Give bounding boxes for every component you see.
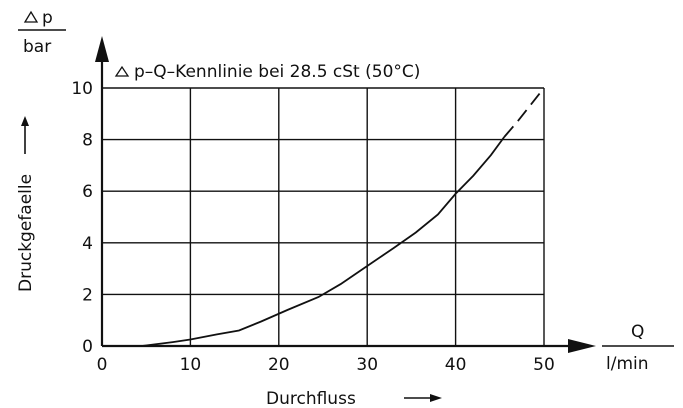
- chart-title: p–Q–Kennlinie bei 28.5 cSt (50°C): [134, 62, 420, 82]
- y-tick-labels: 0 2 4 6 8 10: [71, 79, 93, 357]
- x-tick-label: 30: [356, 355, 378, 375]
- y-delta-symbol: [23, 10, 39, 23]
- x-axis-label-group: Durchfluss: [266, 389, 442, 408]
- grid: [102, 87, 545, 346]
- x-unit-numerator: Q: [631, 322, 644, 342]
- y-axis-label-group: Druckgefaelle: [16, 116, 36, 292]
- y-label-arrow: [21, 116, 29, 154]
- series-group: [141, 87, 545, 347]
- y-unit-numerator: p: [42, 8, 53, 28]
- x-label-arrow: [404, 394, 442, 402]
- x-tick-label: 10: [180, 355, 202, 375]
- y-tick-label: 6: [82, 182, 93, 202]
- y-unit-denominator: bar: [23, 37, 51, 57]
- title-delta-symbol: [114, 65, 130, 77]
- axes: [95, 36, 596, 353]
- y-tick-label: 0: [82, 337, 93, 357]
- x-tick-label: 0: [97, 355, 108, 375]
- x-axis-label: Durchfluss: [266, 389, 356, 408]
- y-tick-label: 4: [82, 234, 93, 254]
- y-tick-label: 2: [82, 285, 93, 305]
- curve-measured: [141, 136, 505, 347]
- chart-title-group: p–Q–Kennlinie bei 28.5 cSt (50°C): [114, 62, 420, 82]
- x-unit-denominator: l/min: [606, 354, 649, 374]
- y-tick-label: 10: [71, 79, 93, 99]
- y-unit-fraction: p bar: [18, 8, 66, 57]
- x-tick-labels: 0 10 20 30 40 50: [97, 355, 555, 375]
- x-tick-label: 50: [533, 355, 555, 375]
- curve-extrapolated: [503, 87, 545, 138]
- y-axis-label: Druckgefaelle: [16, 174, 36, 292]
- x-unit-fraction: Q l/min: [602, 322, 674, 374]
- y-tick-label: 8: [82, 131, 93, 151]
- x-tick-label: 40: [445, 355, 467, 375]
- x-axis-arrowhead: [568, 339, 596, 353]
- y-axis-arrowhead: [95, 36, 109, 62]
- x-tick-label: 20: [268, 355, 290, 375]
